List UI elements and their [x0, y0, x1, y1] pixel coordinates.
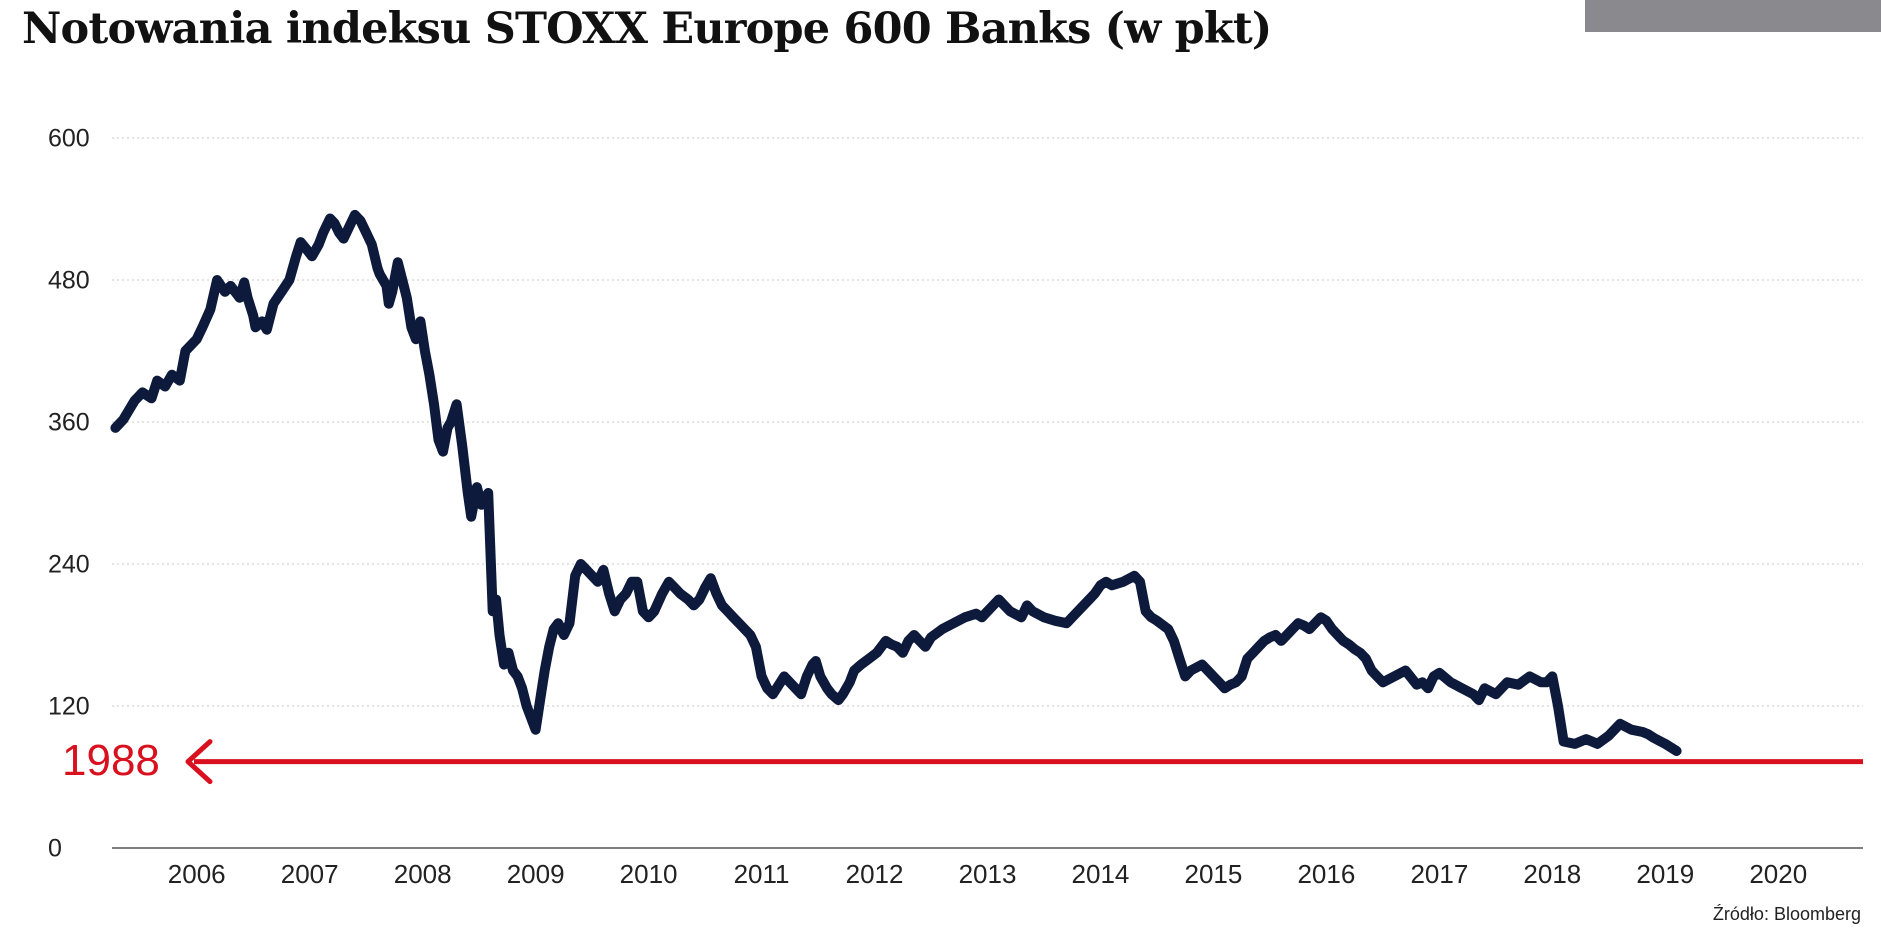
chart-title: Notowania indeksu STOXX Europe 600 Banks…	[22, 4, 1272, 54]
y-tick-label-240: 240	[48, 551, 90, 579]
x-tick-label-2013: 2013	[959, 859, 1017, 889]
x-tick-label-2007: 2007	[281, 859, 339, 889]
reference-arrow-head	[185, 739, 213, 785]
x-tick-labels: 2006 2007 2008 2009 2010 2011 2012 2013 2014 2015…	[168, 859, 1807, 889]
series-layer	[110, 209, 1682, 756]
y-tick-label-120: 120	[48, 693, 90, 721]
source-note: Źródło: Bloomberg	[1712, 904, 1861, 924]
y-tick-label-480: 480	[48, 267, 90, 295]
x-tick-label-2008: 2008	[394, 859, 452, 889]
y-tick-labels: 0 120 240 360 480 600	[48, 125, 90, 863]
x-tick-label-2017: 2017	[1410, 859, 1468, 889]
x-tick-label-2006: 2006	[168, 859, 226, 889]
reference-label: 1988	[62, 736, 160, 785]
corner-bar	[1585, 0, 1881, 32]
x-tick-label-2010: 2010	[620, 859, 678, 889]
x-tick-label-2014: 2014	[1072, 859, 1130, 889]
y-tick-label-600: 600	[48, 125, 90, 153]
x-tick-label-2020: 2020	[1749, 859, 1807, 889]
x-tick-label-2019: 2019	[1636, 859, 1694, 889]
x-tick-label-2015: 2015	[1185, 859, 1243, 889]
reference-layer: 1988	[62, 736, 1863, 785]
x-tick-label-2009: 2009	[507, 859, 565, 889]
series-line-0	[110, 209, 1682, 756]
x-tick-label-2011: 2011	[734, 859, 790, 889]
x-tick-label-2018: 2018	[1523, 859, 1581, 889]
y-tick-label-0: 0	[48, 835, 62, 863]
x-tick-label-2012: 2012	[846, 859, 904, 889]
y-tick-label-360: 360	[48, 409, 90, 437]
x-tick-label-2016: 2016	[1297, 859, 1355, 889]
